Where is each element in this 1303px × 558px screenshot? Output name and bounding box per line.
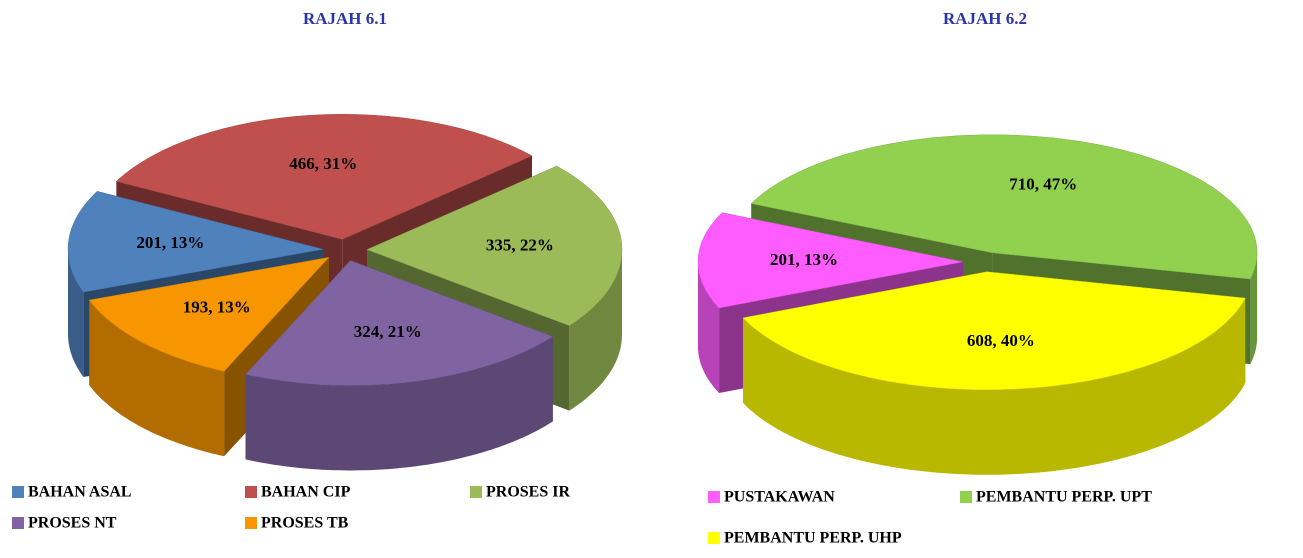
legend-label: BAHAN CIP (261, 484, 351, 501)
slice-wall (245, 336, 553, 471)
legend-label: PEMBANTU PERP. UPT (976, 489, 1152, 506)
slice-wall (1250, 254, 1258, 365)
legend-swatch (12, 486, 24, 498)
chart-title: RAJAH 6.2 (943, 9, 1027, 28)
slice-top (750, 134, 1258, 280)
slice-top (67, 191, 324, 293)
pie-slice (245, 260, 554, 471)
legend-label: PEMBANTU PERP. UHP (724, 530, 902, 547)
legend-label: PROSES TB (261, 515, 349, 532)
data-label: 201, 13% (136, 233, 204, 252)
data-label: 466, 31% (289, 154, 357, 173)
data-label: 193, 13% (183, 297, 251, 316)
legend-swatch (245, 486, 257, 498)
slice-top (245, 260, 554, 386)
slice-wall (89, 300, 225, 457)
data-label: 608, 40% (967, 331, 1035, 350)
data-label: 335, 22% (486, 236, 554, 255)
slice-top (366, 165, 623, 326)
slice-wall (698, 261, 720, 393)
slice-wall (743, 298, 1246, 475)
legend-swatch (708, 532, 720, 544)
data-label: 324, 21% (354, 322, 422, 341)
slice-top (742, 271, 1246, 390)
legend-swatch (960, 491, 972, 503)
legend-swatch (245, 517, 257, 529)
chart-title: RAJAH 6.1 (303, 9, 387, 28)
data-label: 710, 47% (1009, 175, 1077, 194)
slice-wall (569, 249, 622, 411)
slice-top (697, 212, 964, 309)
data-label: 201, 13% (770, 250, 838, 269)
legend-label: BAHAN ASAL (28, 484, 132, 501)
legend-swatch (12, 517, 24, 529)
legend-label: PUSTAKAWAN (724, 489, 835, 506)
slice-top (88, 256, 330, 372)
legend-label: PROSES NT (28, 515, 117, 532)
legend-label: PROSES IR (486, 484, 570, 501)
legend-swatch (708, 491, 720, 503)
slice-top (115, 114, 533, 240)
slice-wall (68, 249, 84, 377)
legend-swatch (470, 486, 482, 498)
pie-slice (742, 271, 1246, 475)
